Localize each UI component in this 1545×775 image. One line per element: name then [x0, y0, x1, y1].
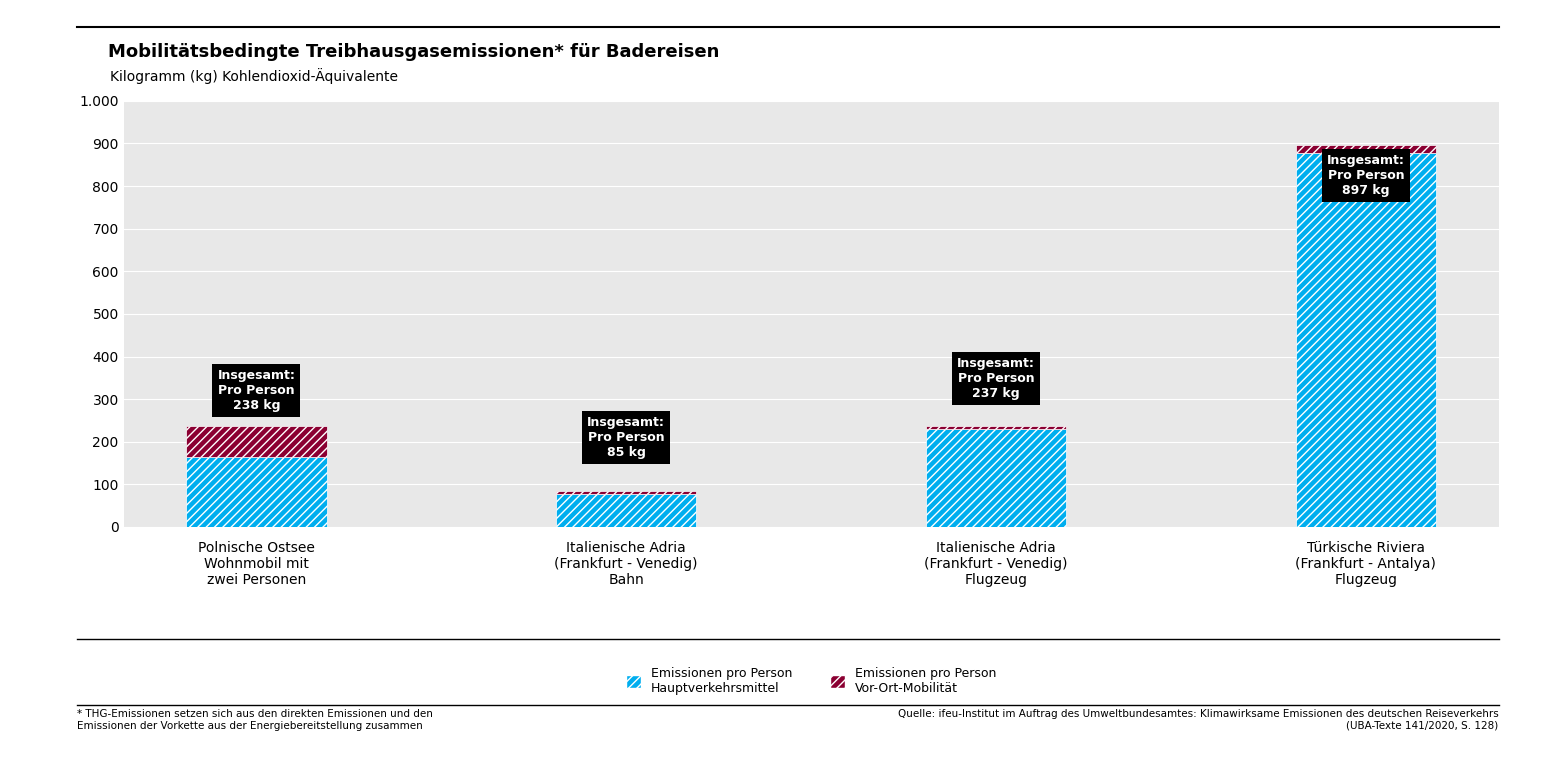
Text: Insgesamt:
Pro Person
238 kg: Insgesamt: Pro Person 238 kg — [218, 370, 295, 412]
Text: Kilogramm (kg) Kohlendioxid-Äquivalente: Kilogramm (kg) Kohlendioxid-Äquivalente — [110, 67, 399, 84]
Bar — [556, 494, 697, 527]
Legend: Emissionen pro Person
Hauptverkehrsmittel, Emissionen pro Person
Vor-Ort-Mobilit: Emissionen pro Person Hauptverkehrsmitte… — [621, 662, 1001, 700]
Bar — [925, 429, 1066, 527]
Bar — [925, 426, 1066, 429]
Bar — [556, 491, 697, 494]
Text: Insgesamt:
Pro Person
237 kg: Insgesamt: Pro Person 237 kg — [956, 356, 1035, 399]
Text: Quelle: ifeu-Institut im Auftrag des Umweltbundesamtes: Klimawirksame Emissionen: Quelle: ifeu-Institut im Auftrag des Umw… — [898, 709, 1499, 731]
Bar — [1296, 145, 1437, 153]
Text: * THG-Emissionen setzen sich aus den direkten Emissionen und den
Emissionen der : * THG-Emissionen setzen sich aus den dir… — [77, 709, 433, 731]
Text: Insgesamt:
Pro Person
897 kg: Insgesamt: Pro Person 897 kg — [1327, 154, 1404, 197]
Bar — [1296, 153, 1437, 527]
Bar — [185, 456, 326, 527]
Text: Insgesamt:
Pro Person
85 kg: Insgesamt: Pro Person 85 kg — [587, 416, 666, 459]
Text: Mobilitätsbedingte Treibhausgasemissionen* für Badereisen: Mobilitätsbedingte Treibhausgasemissione… — [108, 43, 720, 60]
Bar — [185, 425, 326, 456]
